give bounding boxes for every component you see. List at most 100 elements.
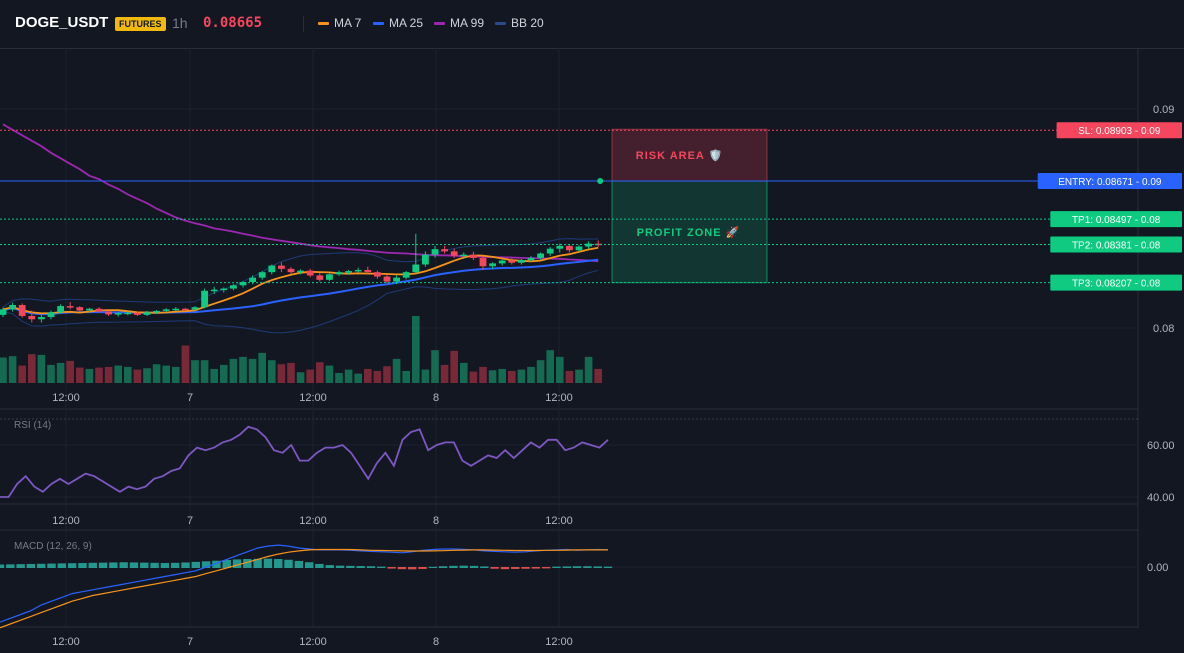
macd-histogram-bar bbox=[304, 562, 314, 568]
time-axis-label: 12:00 bbox=[299, 636, 327, 648]
volume-bar bbox=[18, 365, 26, 383]
volume-bar bbox=[0, 357, 7, 383]
macd-histogram-bar bbox=[572, 566, 582, 568]
macd-histogram-bar bbox=[284, 559, 293, 568]
macd-histogram-bar bbox=[335, 565, 345, 568]
level-tag bbox=[1050, 236, 1182, 253]
volume-bar bbox=[220, 364, 228, 383]
volume-bar bbox=[56, 362, 65, 383]
macd-panel[interactable]: MACD (12, 26, 9) bbox=[0, 541, 613, 629]
candle-body bbox=[239, 282, 247, 286]
futures-badge: FUTURES bbox=[115, 17, 166, 31]
level-tag-label: SL: 0.08903 - 0.09 bbox=[1078, 126, 1161, 137]
last-price: 0.08665 bbox=[203, 15, 263, 31]
candle-body bbox=[162, 309, 170, 311]
candle-body bbox=[527, 257, 535, 261]
volume-bar bbox=[152, 364, 161, 383]
volume-bar bbox=[469, 371, 478, 383]
volume-bar bbox=[536, 360, 545, 383]
macd-histogram-bar bbox=[253, 558, 262, 568]
macd-histogram-bar bbox=[387, 567, 396, 569]
macd-line bbox=[0, 544, 609, 623]
macd-histogram-bar bbox=[511, 567, 520, 569]
rsi-panel[interactable]: RSI (14) bbox=[0, 420, 609, 498]
volume-bar bbox=[556, 356, 564, 383]
volume-bar bbox=[431, 350, 439, 383]
legend-label: BB 20 bbox=[511, 16, 544, 30]
candle-body bbox=[230, 285, 237, 289]
candle-body bbox=[479, 257, 487, 267]
candle-body bbox=[210, 289, 218, 292]
macd-histogram-bar bbox=[47, 563, 56, 568]
candle-body bbox=[114, 313, 122, 315]
candle-body bbox=[383, 276, 391, 282]
macd-histogram-bar bbox=[119, 562, 128, 568]
legend-ma25[interactable]: MA 25 bbox=[373, 16, 423, 30]
candle-body bbox=[450, 251, 458, 256]
volume-bar bbox=[344, 369, 353, 383]
macd-histogram-bar bbox=[294, 560, 304, 568]
volume-bar bbox=[440, 364, 449, 383]
candle-body bbox=[57, 306, 64, 313]
level-tag bbox=[1050, 274, 1182, 291]
time-axis-label: 12:00 bbox=[52, 392, 80, 404]
candle-body bbox=[47, 312, 55, 318]
volume-bar bbox=[181, 345, 190, 383]
macd-histogram-bar bbox=[16, 564, 25, 568]
time-axis-label: 7 bbox=[187, 392, 193, 404]
volume-bar bbox=[104, 366, 113, 383]
risk-area-label: RISK AREA 🛡️ bbox=[636, 149, 723, 162]
ma7-swatch-icon bbox=[318, 21, 329, 25]
candle-body bbox=[585, 243, 592, 247]
volume-bar bbox=[421, 369, 430, 383]
bb-upper-band bbox=[2, 238, 599, 308]
macd-histogram-bar bbox=[521, 567, 530, 569]
volume-bar bbox=[364, 368, 372, 383]
macd-histogram-bar bbox=[109, 562, 118, 568]
macd-histogram-bar bbox=[356, 566, 365, 568]
volume-bar bbox=[248, 358, 257, 383]
macd-histogram-bar bbox=[500, 567, 510, 570]
volume-bar bbox=[392, 358, 401, 383]
candle-body bbox=[537, 253, 544, 258]
candle-body bbox=[546, 248, 554, 254]
symbol-name[interactable]: DOGE_USDT bbox=[15, 14, 109, 31]
macd-histogram-bar bbox=[37, 563, 46, 568]
legend-ma99[interactable]: MA 99 bbox=[434, 16, 484, 30]
time-axis-label: 12:00 bbox=[52, 515, 80, 527]
candle-body bbox=[95, 308, 103, 312]
macd-histogram-bar bbox=[418, 567, 427, 569]
macd-histogram-bar bbox=[78, 563, 87, 568]
candle-body bbox=[364, 269, 372, 273]
volume-bar bbox=[306, 369, 314, 383]
macd-histogram-bar bbox=[201, 561, 211, 568]
candle-body bbox=[518, 260, 525, 263]
macd-histogram-bar bbox=[243, 559, 252, 568]
candle-body bbox=[345, 271, 352, 273]
volume-bar bbox=[296, 372, 305, 383]
volume-bar bbox=[373, 370, 382, 383]
volume-bar bbox=[162, 365, 170, 383]
candle-body bbox=[76, 307, 84, 311]
candle-body bbox=[66, 306, 74, 308]
time-axis-label: 12:00 bbox=[299, 392, 327, 404]
timeframe-selector[interactable]: 1h bbox=[172, 15, 188, 31]
ma99-swatch-icon bbox=[434, 21, 445, 25]
macd-histogram-bar bbox=[274, 559, 283, 568]
volume-bar bbox=[229, 358, 238, 383]
volume-bar bbox=[172, 366, 180, 383]
volume-bar bbox=[76, 367, 84, 383]
macd-histogram-bar bbox=[480, 566, 489, 568]
legend-bb20[interactable]: BB 20 bbox=[495, 16, 544, 30]
legend-ma7[interactable]: MA 7 bbox=[318, 16, 361, 30]
header-divider bbox=[303, 16, 304, 32]
volume-bar bbox=[488, 370, 497, 383]
macd-histogram-bar bbox=[181, 562, 190, 568]
candle-body bbox=[393, 277, 400, 282]
candle-body bbox=[470, 254, 477, 258]
time-axis-label: 12:00 bbox=[52, 636, 80, 648]
axes: 12:00 7 12:00 8 12:00 12:00 7 12:00 8 12:00 12:00 7… bbox=[52, 104, 1174, 648]
price-panel[interactable]: RISK AREA 🛡️ PROFIT ZONE 🚀 SL: 0.08903 - 0… bbox=[0, 122, 1182, 383]
volume-bar bbox=[460, 362, 468, 383]
